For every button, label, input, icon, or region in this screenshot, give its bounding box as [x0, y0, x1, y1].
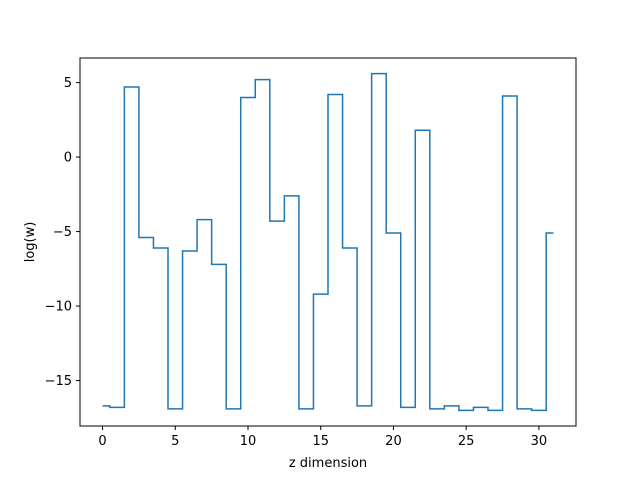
x-tick-label: 0 [98, 434, 106, 449]
x-tick-label: 10 [240, 434, 257, 449]
y-tick-label: 5 [64, 76, 72, 91]
x-axis: 0 5 10 15 20 25 30 [98, 426, 547, 449]
x-tick-label: 30 [531, 434, 548, 449]
x-tick-label: 20 [385, 434, 402, 449]
plot-frame [79, 57, 577, 427]
y-axis-label: log(w) [23, 222, 38, 263]
y-tick-label: −10 [45, 300, 72, 315]
x-tick-label: 15 [312, 434, 329, 449]
y-axis: −15 −10 −5 0 5 [45, 76, 80, 389]
x-axis-label: z dimension [289, 456, 367, 471]
x-tick-label: 5 [171, 434, 179, 449]
series-line-0 [102, 72, 554, 412]
y-tick-label: 0 [64, 151, 72, 166]
y-tick-label: −15 [45, 374, 72, 389]
plot-area [102, 72, 554, 412]
y-tick-label: −5 [53, 225, 72, 240]
x-tick-label: 25 [458, 434, 475, 449]
